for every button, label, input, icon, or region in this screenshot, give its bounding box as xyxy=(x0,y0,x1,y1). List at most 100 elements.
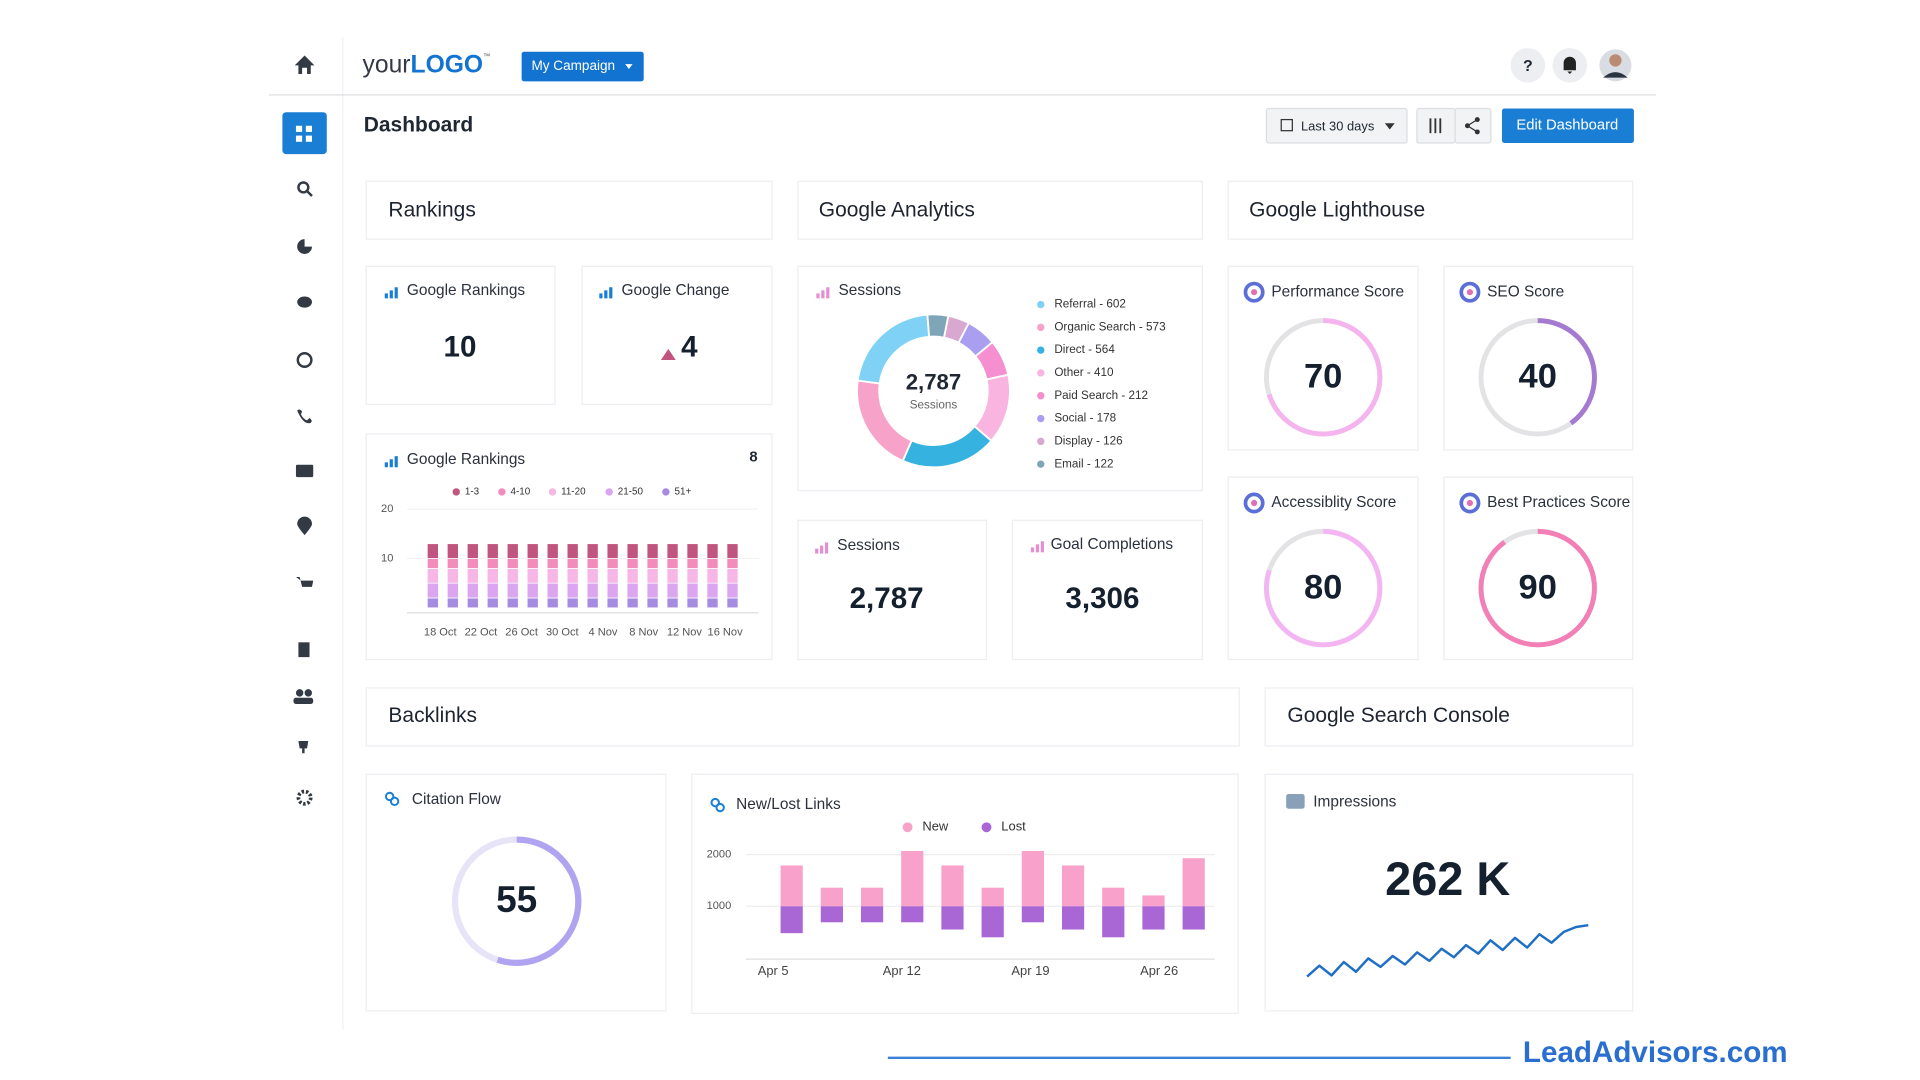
bar xyxy=(1182,906,1205,930)
bar xyxy=(1021,851,1044,907)
reports-icon[interactable] xyxy=(297,239,312,254)
bar-segment xyxy=(546,582,559,599)
y-tick-label: 20 xyxy=(381,503,393,515)
x-tick-label: 18 Oct xyxy=(424,626,457,638)
section-title: Google Lighthouse xyxy=(1249,198,1425,221)
users-icon[interactable] xyxy=(293,689,314,704)
legend-swatch xyxy=(902,822,913,833)
bar-segment xyxy=(446,543,459,559)
legend-swatch xyxy=(605,488,613,496)
bar-segment xyxy=(686,567,699,584)
logo: yourLOGO™ xyxy=(363,51,491,78)
bar-segment xyxy=(466,567,479,584)
x-tick-label: Apr 19 xyxy=(1011,963,1049,978)
bar-segment xyxy=(426,567,439,584)
document-icon[interactable] xyxy=(298,642,310,658)
bar-segment xyxy=(546,543,559,559)
mail-icon[interactable] xyxy=(295,464,314,478)
bar-segment xyxy=(566,597,579,609)
widget-title: Google Rankings xyxy=(407,451,525,468)
bar-segment xyxy=(446,567,459,584)
section-title: Backlinks xyxy=(388,704,477,727)
lighthouse-icon-dot xyxy=(1466,499,1473,507)
location-icon[interactable] xyxy=(297,516,312,536)
phone-icon[interactable] xyxy=(297,409,312,424)
y-tick-label: 2000 xyxy=(707,849,732,861)
widget-icon xyxy=(394,456,398,468)
filter-icon xyxy=(1429,118,1442,134)
y-tick-label: 1000 xyxy=(707,900,732,912)
share-button[interactable] xyxy=(1454,107,1492,144)
widget-icon xyxy=(389,459,393,468)
bar-segment xyxy=(446,597,459,609)
bar-segment xyxy=(686,582,699,599)
calendar-icon xyxy=(1280,118,1293,132)
bar-segment xyxy=(526,597,539,609)
edit-dashboard-button[interactable] xyxy=(1501,108,1634,144)
bar-segment xyxy=(546,597,559,609)
legend-swatch xyxy=(1037,300,1045,309)
logo-tm: ™ xyxy=(483,52,490,61)
section-card xyxy=(1264,687,1634,747)
x-tick-label: Apr 12 xyxy=(883,963,921,978)
widget-title: Performance Score xyxy=(1271,283,1404,300)
bar-segment xyxy=(646,543,659,559)
bar-segment xyxy=(646,558,659,569)
card xyxy=(797,519,988,661)
bar-segment xyxy=(586,582,599,599)
legend-swatch xyxy=(1037,460,1045,468)
sparkline xyxy=(1306,923,1589,978)
legend-swatch xyxy=(498,488,506,496)
legend-label: Social - 178 xyxy=(1054,412,1116,425)
widget-icon xyxy=(609,287,613,299)
gauge-value: 90 xyxy=(1519,568,1557,606)
bar-segment xyxy=(706,582,719,599)
target-icon[interactable] xyxy=(296,351,313,369)
cart-icon[interactable] xyxy=(295,576,314,587)
plugin-icon[interactable] xyxy=(298,740,309,754)
gauge-value: 40 xyxy=(1519,358,1557,396)
bar-segment xyxy=(666,597,679,609)
bar xyxy=(1061,906,1085,930)
dashboard-icon[interactable] xyxy=(282,112,327,155)
chat-icon[interactable] xyxy=(297,296,312,308)
widget-title: Citation Flow xyxy=(412,791,502,808)
avatar-face xyxy=(1609,54,1622,67)
link-icon xyxy=(710,797,720,808)
bar-segment xyxy=(426,582,439,599)
bar-segment xyxy=(486,567,499,584)
date-range-dropdown[interactable] xyxy=(1265,107,1408,144)
lighthouse-icon-dot xyxy=(1466,289,1473,296)
bar-segment xyxy=(726,567,739,584)
watermark: LeadAdvisors.com xyxy=(1523,1036,1788,1069)
campaign-button[interactable] xyxy=(521,51,644,82)
legend-swatch xyxy=(452,488,460,496)
legend-swatch xyxy=(1037,323,1045,332)
bar xyxy=(901,851,924,907)
bar-segment xyxy=(566,558,579,569)
bar-segment xyxy=(706,597,719,609)
legend-label: 4-10 xyxy=(511,487,531,498)
change-up-icon xyxy=(660,348,676,360)
legend-label: New xyxy=(922,819,949,834)
gauge-value: 70 xyxy=(1304,358,1342,396)
bar-segment xyxy=(726,582,739,599)
kpi-value: 2,787 xyxy=(850,582,924,615)
page-title: Dashboard xyxy=(364,113,473,136)
settings-icon[interactable] xyxy=(296,789,313,806)
search-icon[interactable] xyxy=(297,181,313,197)
bar-segment xyxy=(446,582,459,599)
dashboard-glyph xyxy=(295,125,312,142)
section-card xyxy=(365,687,1240,747)
help-button[interactable] xyxy=(1510,48,1546,83)
card xyxy=(1011,519,1203,661)
widget-icon xyxy=(604,290,608,299)
bar-segment xyxy=(666,543,679,559)
home-icon[interactable] xyxy=(294,55,315,74)
bar xyxy=(820,906,843,923)
card xyxy=(365,773,667,1012)
gauge-arc xyxy=(1478,528,1597,648)
bar-segment xyxy=(606,543,619,559)
donut-center-label: Sessions xyxy=(910,399,958,412)
